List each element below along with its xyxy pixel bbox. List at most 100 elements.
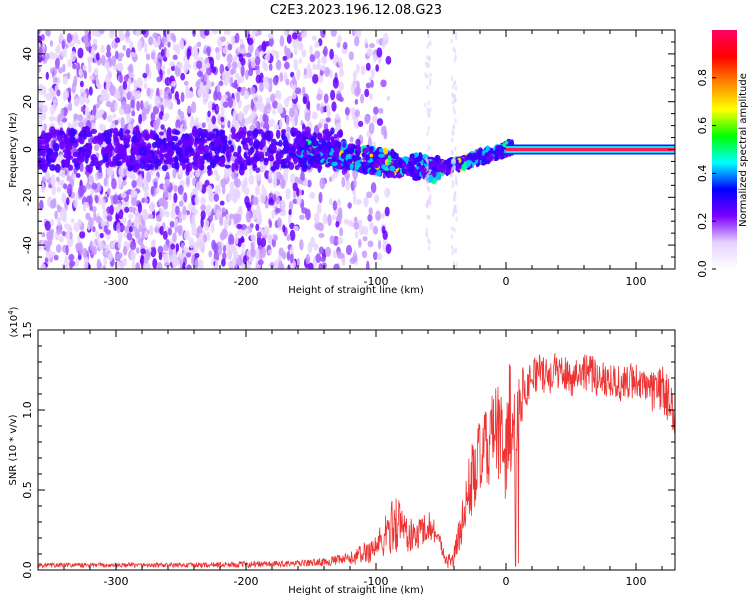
spectrogram-pixel: [83, 91, 87, 102]
spectrogram-pixel: [288, 208, 292, 216]
x-tick-label: -100: [364, 575, 389, 588]
spectrogram-pixel: [116, 62, 123, 72]
spectrogram-pixel: [450, 159, 454, 165]
spectrogram-pixel: [196, 127, 204, 137]
spectrogram-pixel: [307, 262, 314, 269]
spectrogram-pixel: [450, 76, 454, 82]
spectrogram-pixel: [255, 74, 262, 84]
spectrogram-pixel: [292, 182, 298, 192]
spectrogram-pixel: [169, 220, 175, 228]
spectrogram-pixel: [135, 134, 143, 139]
spectrogram-pixel: [396, 173, 402, 179]
spectrogram-pixel: [288, 162, 295, 171]
spectrogram-pixel: [68, 41, 75, 48]
spectrogram-pixel: [281, 133, 286, 141]
spectrogram-pixel: [375, 197, 379, 203]
spectrogram-pixel: [221, 228, 228, 240]
spectrogram-pixel: [140, 248, 146, 255]
spectrogram-pixel: [293, 46, 298, 56]
spectrogram-pixel: [336, 93, 343, 101]
spectrogram-pixel: [240, 48, 247, 54]
spectrogram-pixel: [93, 67, 99, 76]
spectrogram-pixel: [173, 192, 178, 204]
spectrogram-pixel: [279, 263, 285, 269]
spectrogram-pixel: [182, 205, 187, 215]
spectrogram-pixel: [40, 134, 45, 140]
spectrogram-pixel: [367, 213, 373, 222]
spectrogram-pixel: [311, 35, 317, 41]
spectrogram-pixel: [103, 255, 107, 267]
spectrogram-pixel: [45, 71, 49, 80]
spectrogram-pixel: [331, 101, 337, 112]
spectrogram-pixel: [68, 102, 73, 112]
spectrogram-pixel: [279, 35, 285, 47]
spectrogram-pixel: [239, 163, 244, 171]
spectrogram-pixel: [200, 204, 206, 211]
spectrogram-pixel: [175, 43, 181, 56]
spectrogram-pixel: [150, 239, 156, 248]
spectrogram-pixel: [88, 173, 94, 186]
spectrogram-pixel: [451, 150, 454, 156]
spectrogram-pixel: [477, 147, 483, 156]
spectrogram-pixel: [332, 77, 339, 89]
spectrogram-pixel: [156, 150, 162, 155]
spectrogram-pixel: [94, 144, 100, 152]
spectrogram-pixel: [146, 105, 151, 112]
x-tick-label: 100: [626, 575, 647, 588]
spectrogram-pixel: [216, 105, 220, 111]
spectrogram-pixel: [180, 213, 186, 221]
spectrogram-pixel: [192, 161, 200, 171]
spectrogram-pixel: [199, 162, 205, 171]
spectrogram-pixel: [243, 105, 249, 115]
spectrogram-pixel: [471, 155, 476, 163]
spectrogram-pixel: [263, 157, 269, 163]
spectrogram-pixel: [319, 177, 326, 190]
spectrogram-pixel: [427, 172, 430, 178]
spectrogram-pixel: [127, 213, 134, 219]
spectrogram-pixel: [249, 146, 255, 154]
spectrogram-pixel: [218, 80, 224, 87]
spectrogram-pixel: [44, 257, 49, 263]
spectrogram-pixel: [451, 99, 454, 105]
spectrogram-pixel: [294, 87, 302, 95]
spectrogram-pixel: [251, 30, 258, 36]
spectrogram-pixel: [317, 203, 322, 215]
spectrogram-pixel: [163, 243, 169, 252]
spectrogram-pixel: [45, 93, 53, 101]
spectrogram-pixel: [271, 209, 275, 220]
spectrogram-pixel: [219, 162, 226, 167]
spectrogram-pixel: [366, 260, 370, 269]
spectrogram-pixel: [364, 154, 370, 161]
spectrogram-pixel: [485, 156, 491, 161]
spectrogram-pixel: [58, 236, 64, 243]
spectrogram-pixel: [120, 117, 125, 129]
spectrogram-pixel: [438, 159, 443, 164]
spectrogram-pixel: [226, 30, 231, 36]
spectrogram-pixel: [378, 153, 385, 158]
spectrogram-pixel: [358, 120, 364, 128]
spectrogram-pixel: [206, 132, 211, 138]
spectrogram-pixel: [324, 146, 332, 154]
spectrogram-pixel: [234, 232, 239, 245]
spectrogram-pixel: [38, 35, 42, 42]
spectrogram-pixel: [276, 217, 282, 228]
spectrogram-pixel: [301, 157, 307, 166]
spectrogram-pixel: [63, 46, 67, 58]
spectrogram-pixel: [106, 70, 113, 81]
spectrogram-pixel: [349, 162, 354, 171]
spectrogram-pixel: [255, 149, 259, 157]
spectrogram-pixel: [50, 104, 55, 116]
spectrogram-pixel: [382, 32, 389, 45]
spectrogram-pixel: [347, 202, 352, 209]
spectrogram-pixel: [212, 30, 219, 35]
spectrogram-pixel: [59, 141, 65, 150]
spectrogram-pixel: [171, 135, 178, 142]
spectrogram-pixel: [331, 156, 336, 162]
spectrogram-pixel: [323, 123, 329, 130]
spectrogram-pixel: [55, 57, 60, 70]
spectrogram-pixel: [238, 53, 244, 63]
spectrogram-pixel: [299, 239, 304, 251]
snr-y-tick-label: 0.5: [21, 481, 34, 499]
spectrogram-pixel: [44, 52, 50, 60]
spectrogram-pixel: [53, 66, 58, 76]
